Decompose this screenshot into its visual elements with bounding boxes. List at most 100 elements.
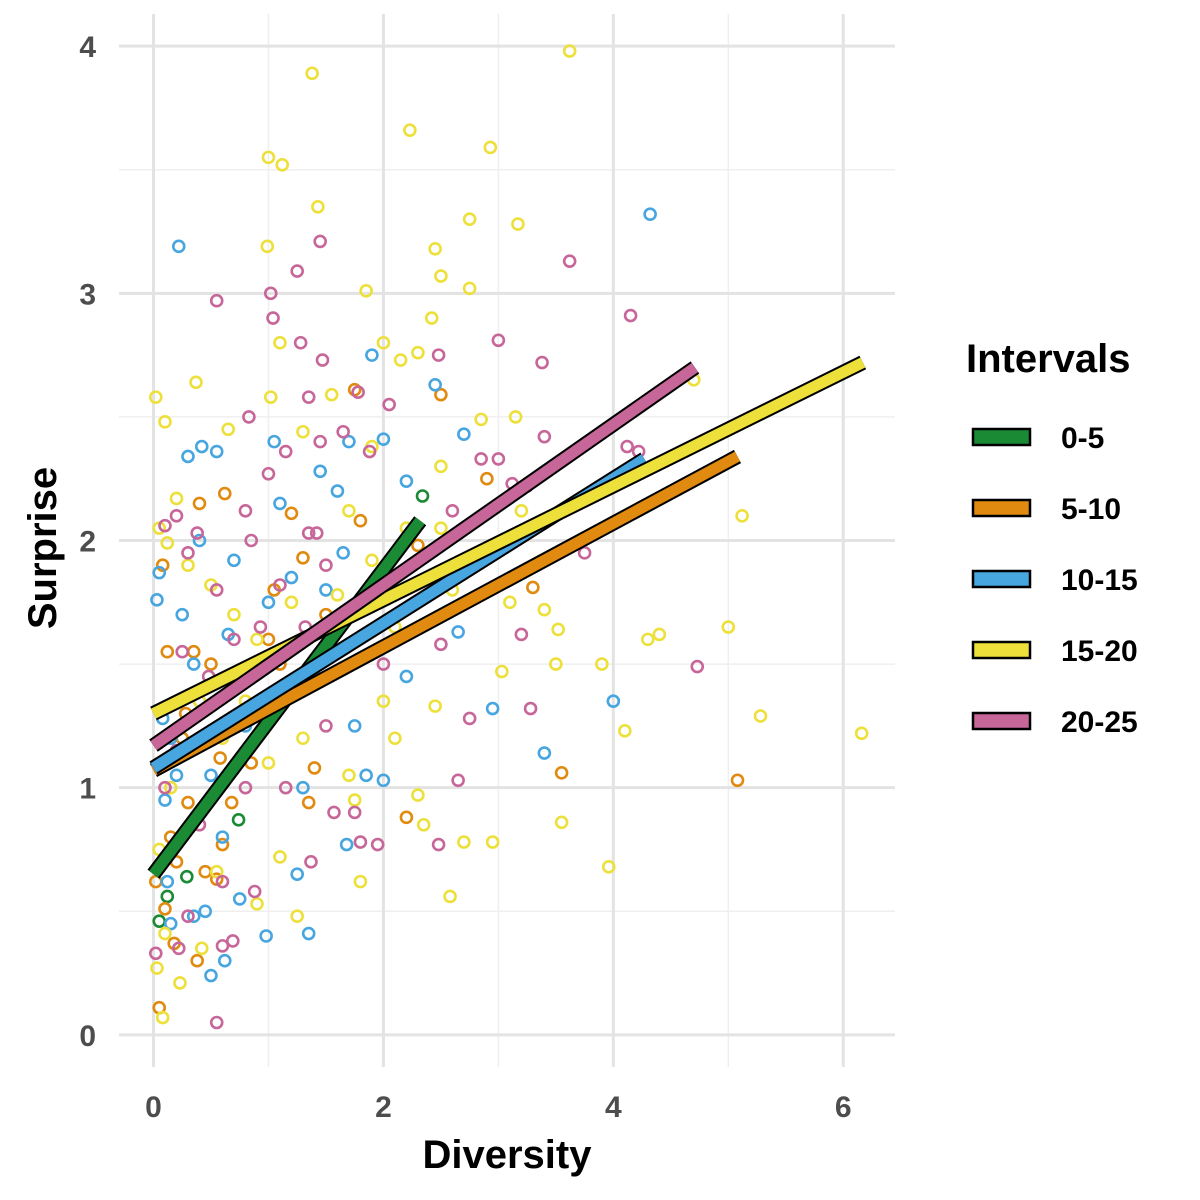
scatter-point <box>261 595 276 610</box>
scatter-point <box>462 711 477 726</box>
scatter-point <box>209 293 224 308</box>
scatter-point <box>261 756 276 770</box>
legend-item: 15-20 <box>971 635 1138 668</box>
scatter-point <box>160 536 175 550</box>
scatter-point <box>451 773 465 788</box>
scatter-point <box>428 377 442 392</box>
scatter-point <box>595 657 609 671</box>
scatter-point <box>217 953 232 968</box>
scatter-point <box>365 553 379 568</box>
legend-item: 0-5 <box>971 422 1104 455</box>
legend-label: 20-25 <box>1061 706 1138 739</box>
legend-item: 10-15 <box>971 564 1138 597</box>
scatter-point <box>393 353 408 367</box>
scatter-point <box>273 335 287 350</box>
scatter-point <box>152 914 167 928</box>
scatter-point <box>457 427 471 442</box>
scatter-point <box>209 864 224 879</box>
scatter-point <box>339 837 354 852</box>
y-tick-label: 3 <box>79 278 96 311</box>
scatter-point <box>313 464 327 479</box>
scatter-point <box>376 657 391 671</box>
scatter-point <box>293 335 308 350</box>
scatter-point <box>359 768 373 783</box>
scatter-point <box>158 415 172 429</box>
scatter-point <box>181 795 195 810</box>
scatter-point <box>244 533 259 548</box>
scatter-point <box>428 699 442 713</box>
scatter-point <box>152 565 167 580</box>
scatter-point <box>204 657 218 671</box>
scatter-point <box>601 859 616 874</box>
scatter-point <box>643 207 657 222</box>
scatter-point <box>155 1010 170 1025</box>
scatter-point <box>290 867 304 881</box>
scatter-point <box>301 526 316 540</box>
legend: Intervals 0-5 5-10 10-15 15-20 20-25 <box>966 337 1138 739</box>
scatter-point <box>221 422 236 437</box>
scatter-point <box>309 526 324 540</box>
scatter-point <box>194 439 209 454</box>
scatter-point <box>606 694 621 708</box>
scatter-point <box>462 212 477 226</box>
scatter-point <box>263 390 278 404</box>
legend-item: 20-25 <box>971 706 1138 739</box>
scatter-point <box>175 644 190 659</box>
scatter-point <box>319 583 333 597</box>
scatter-point <box>181 909 195 924</box>
scatter-point <box>198 904 213 919</box>
fit-line <box>150 362 699 751</box>
scatter-point <box>260 239 275 254</box>
scatter-point <box>307 761 322 775</box>
scatter-point <box>158 518 172 533</box>
scatter-point <box>347 793 362 807</box>
scatter-point <box>652 627 667 642</box>
scatter-point <box>353 835 368 849</box>
scatter-point <box>549 657 563 671</box>
x-tick-label: 6 <box>835 1091 852 1124</box>
scatter-point <box>641 632 655 647</box>
scatter-point <box>301 390 316 404</box>
scatter-point <box>362 444 377 459</box>
scatter-point <box>192 533 207 548</box>
scatter-point <box>215 837 230 852</box>
scatter-point <box>474 452 488 466</box>
scatter-point <box>535 355 549 370</box>
scatter-point <box>231 813 246 827</box>
scatter-point <box>376 432 391 446</box>
scatter-point <box>290 264 304 278</box>
scatter-point <box>150 961 164 975</box>
legend-label: 15-20 <box>1061 635 1138 668</box>
scatter-point <box>554 766 569 780</box>
scatter-point <box>336 546 350 560</box>
scatter-point <box>190 526 204 540</box>
y-axis-title: Surprise <box>21 467 65 629</box>
scatter-point <box>415 489 430 503</box>
legend-title: Intervals <box>966 337 1131 381</box>
scatter-point <box>181 546 195 560</box>
x-tick-label: 4 <box>605 1091 622 1124</box>
scatter-point <box>250 897 264 911</box>
scatter-point <box>411 345 425 360</box>
x-axis-title: Diversity <box>423 1133 593 1177</box>
scatter-point <box>169 491 184 506</box>
scatter-point <box>388 731 402 746</box>
scatter-point <box>158 793 172 807</box>
scatter-point <box>508 410 523 424</box>
scatter-point <box>186 644 201 659</box>
scatter-point <box>158 902 172 916</box>
legend-key <box>971 569 1032 589</box>
scatter-point <box>618 724 632 738</box>
scatter-point <box>150 593 164 607</box>
fit-line <box>150 451 741 776</box>
scatter-point <box>376 694 391 708</box>
x-tick-label: 0 <box>145 1091 162 1124</box>
scatter-point <box>296 424 310 439</box>
scatter-point <box>382 397 396 412</box>
scatter-point <box>562 254 577 268</box>
scatter-point <box>160 889 175 904</box>
legend-key <box>971 711 1032 731</box>
scatter-point <box>169 508 184 523</box>
scatter-point <box>537 602 552 617</box>
scatter-point <box>319 558 333 573</box>
